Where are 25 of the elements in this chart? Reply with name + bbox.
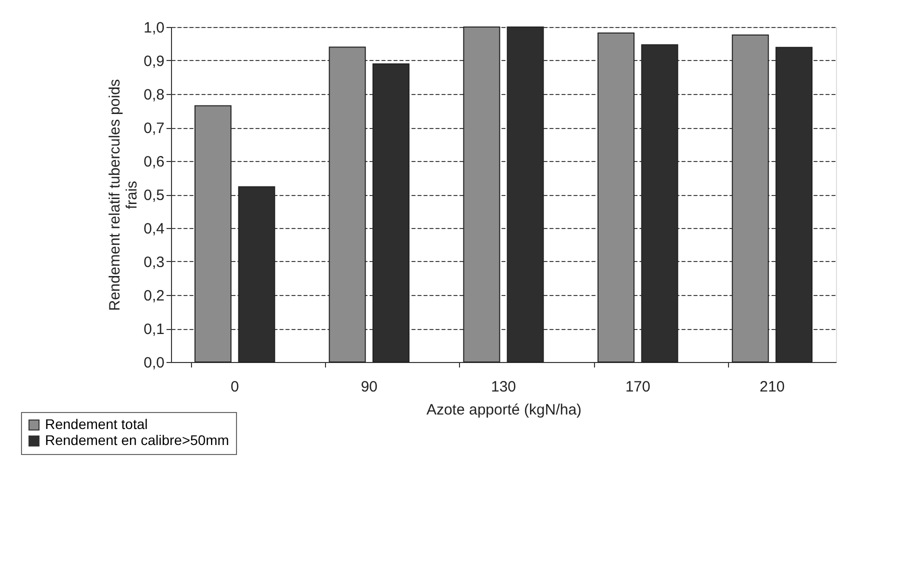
y-axis-title: Rendement relatif tubercules poids frais bbox=[106, 79, 141, 311]
x-axis-title: Azote apporté (kgN/ha) bbox=[426, 402, 582, 418]
y-tick-label: 0,8 bbox=[144, 86, 164, 104]
y-tick-label: 0,3 bbox=[144, 254, 164, 271]
y-tick-label: 0,0 bbox=[144, 354, 164, 372]
legend-label: Rendement total bbox=[45, 416, 148, 432]
bar bbox=[194, 105, 232, 362]
bar bbox=[463, 26, 500, 362]
y-tick-label: 0,4 bbox=[144, 220, 164, 238]
bar bbox=[732, 34, 769, 362]
y-tick-label: 0,6 bbox=[144, 154, 164, 170]
bar bbox=[598, 32, 635, 362]
y-tick-label: 0,9 bbox=[144, 53, 164, 70]
y-tick-label: 0,2 bbox=[144, 288, 164, 304]
legend-label: Rendement en calibre>50mm bbox=[45, 432, 230, 448]
y-tick-label: 0,5 bbox=[144, 187, 164, 204]
y-tick-label: 0,7 bbox=[144, 120, 164, 137]
bar bbox=[328, 46, 366, 362]
y-tick-label: 1,0 bbox=[144, 20, 164, 36]
y-tick-label: 0,1 bbox=[144, 321, 164, 338]
x-tick-label: 0 bbox=[230, 378, 239, 396]
x-tick-label: 170 bbox=[625, 378, 650, 396]
x-tick-label: 210 bbox=[760, 378, 785, 396]
x-tick-label: 90 bbox=[360, 378, 378, 396]
x-tick-label: 130 bbox=[490, 378, 516, 396]
